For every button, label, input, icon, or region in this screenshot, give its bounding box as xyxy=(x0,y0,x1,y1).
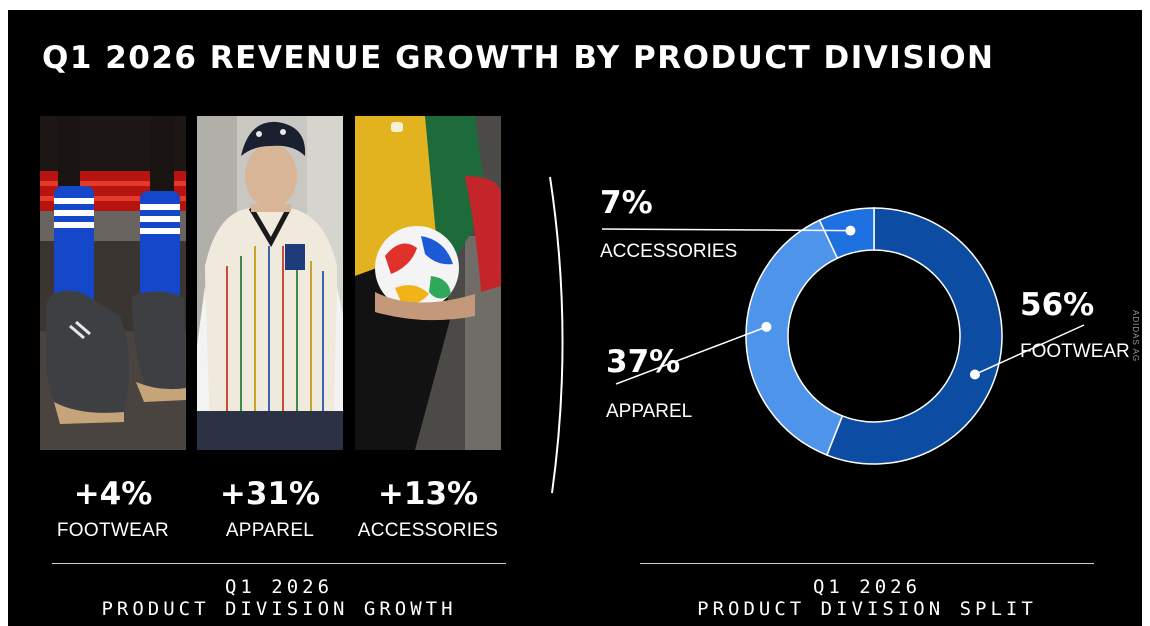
callout-dot-accessories xyxy=(845,225,856,236)
donut-chart: 56% FOOTWEAR 37% APPAREL 7% ACCESSORIES xyxy=(549,176,1130,494)
slice-label-accessories: ACCESSORIES xyxy=(600,241,737,262)
footwear-growth-value: +4% xyxy=(73,476,153,512)
callout-line-footwear xyxy=(974,324,1085,376)
footwear-growth: +4% FOOTWEAR xyxy=(38,476,188,542)
accessories-growth-label: ACCESSORIES xyxy=(357,520,499,541)
callout-dot-footwear xyxy=(969,369,980,380)
split-divider xyxy=(640,563,1094,564)
growth-caption: Q1 2026 PRODUCT DIVISION GROWTH xyxy=(52,576,506,620)
apparel-growth-label: APPAREL xyxy=(225,520,315,541)
accessories-growth: +13% ACCESSORIES xyxy=(353,476,503,542)
apparel-growth-value: +31% xyxy=(219,476,321,512)
callout-line-apparel xyxy=(615,326,767,385)
donut-slice-apparel xyxy=(745,219,844,456)
credit: ADIDAS AG xyxy=(1131,310,1140,363)
callout-dot-apparel xyxy=(761,321,772,332)
apparel-photo xyxy=(197,116,343,450)
growth-divider xyxy=(52,563,506,564)
slice-label-apparel: APPAREL xyxy=(606,401,692,422)
slice-label-footwear: FOOTWEAR xyxy=(1020,341,1130,362)
donut-slice-footwear xyxy=(825,207,1003,465)
footwear-photo xyxy=(40,116,186,450)
page-title: Q1 2026 REVENUE GROWTH BY PRODUCT DIVISI… xyxy=(42,40,995,76)
split-caption-line1: Q1 2026 xyxy=(812,576,922,598)
slice-value-apparel: 37% xyxy=(606,344,680,380)
split-caption: Q1 2026 PRODUCT DIVISION SPLIT xyxy=(640,576,1094,620)
growth-caption-line1: Q1 2026 xyxy=(224,576,334,598)
growth-caption-line2: PRODUCT DIVISION GROWTH xyxy=(101,598,457,620)
callout-line-accessories xyxy=(601,228,851,232)
apparel-growth: +31% APPAREL xyxy=(195,476,345,542)
slice-value-accessories: 7% xyxy=(600,185,653,221)
slice-value-footwear: 56% xyxy=(1020,287,1094,323)
footwear-growth-label: FOOTWEAR xyxy=(56,520,170,541)
chevron-divider-icon xyxy=(549,176,564,494)
accessories-photo xyxy=(355,116,501,450)
accessories-growth-value: +13% xyxy=(377,476,479,512)
split-caption-line2: PRODUCT DIVISION SPLIT xyxy=(697,598,1037,620)
slide: Q1 2026 REVENUE GROWTH BY PRODUCT DIVISI… xyxy=(8,10,1142,626)
